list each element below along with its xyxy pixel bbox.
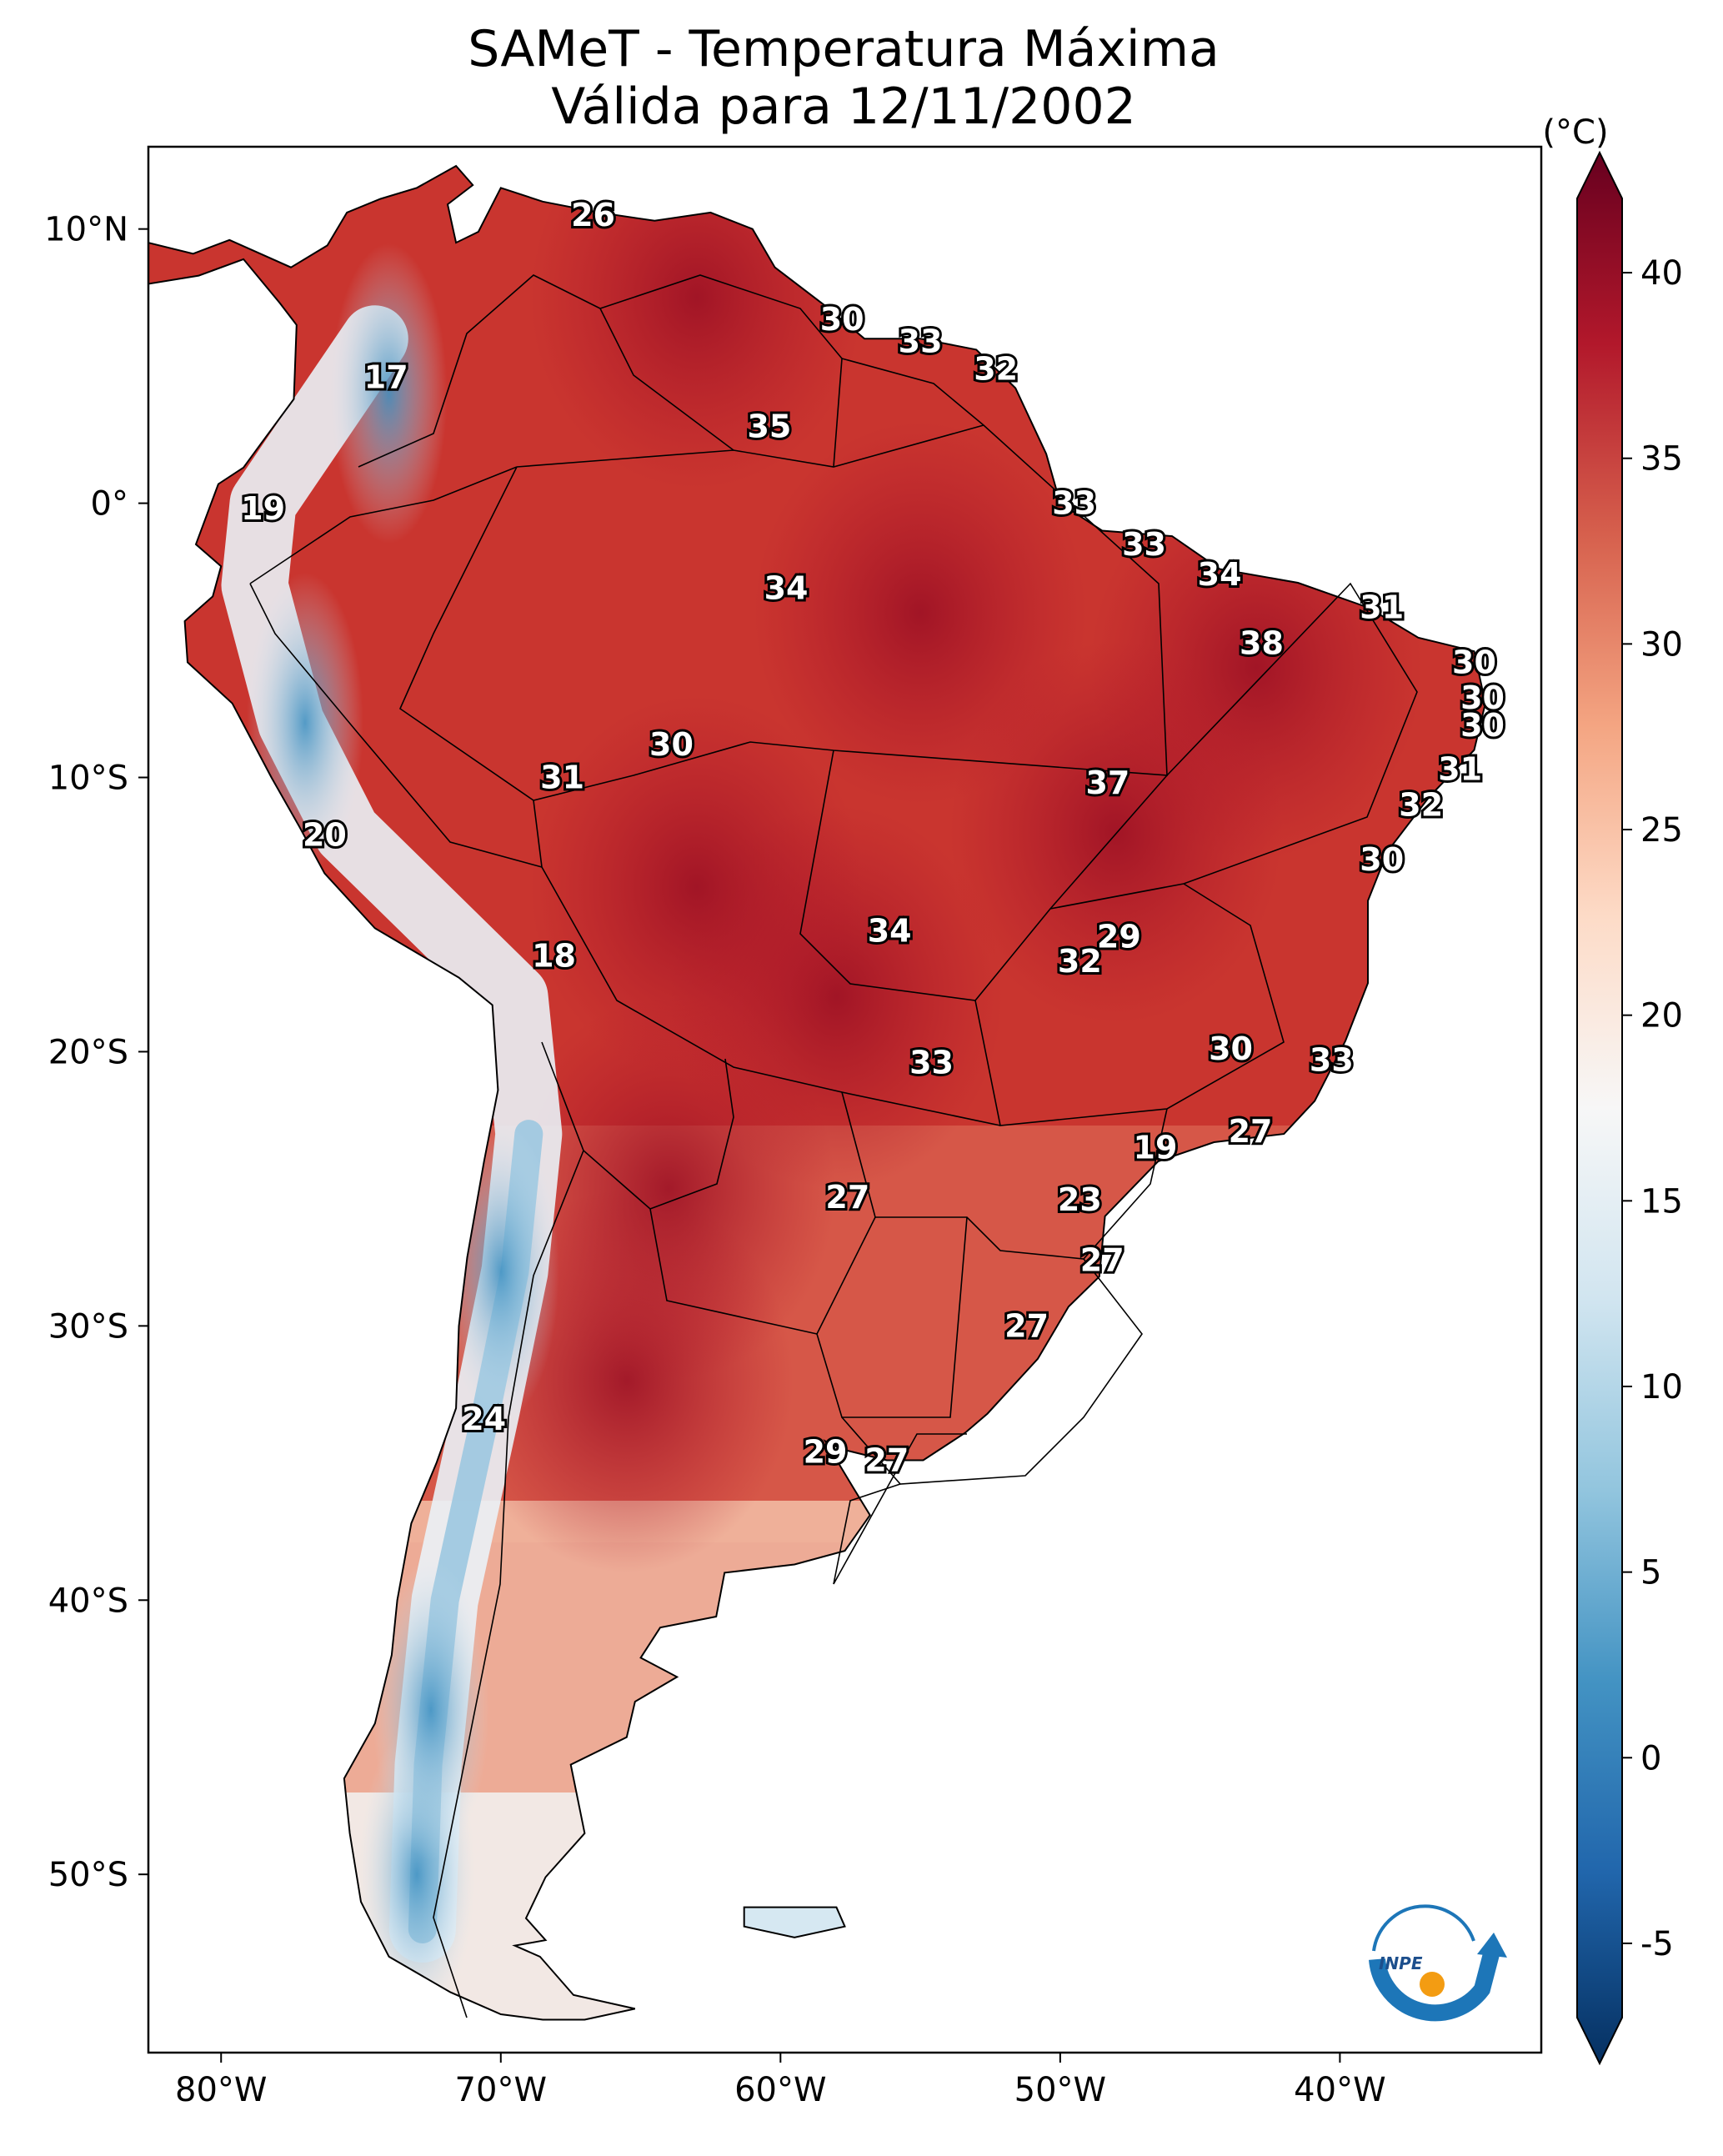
temperature-label: 34 <box>764 570 809 607</box>
temperature-label: 32 <box>1399 786 1443 823</box>
temperature-label: 30 <box>1360 841 1404 878</box>
lon-tick-label: 80°W <box>175 2071 267 2109</box>
lat-tick-label: 10°S <box>48 760 128 798</box>
colorbar: -5 0 5 10 15 20 25 30 35 40 (°C) <box>1542 113 1683 2066</box>
lon-tick-label: 50°W <box>1014 2071 1106 2109</box>
lat-tick-label: 10°N <box>44 211 128 249</box>
colorbar-body <box>1576 150 1623 2066</box>
temperature-label: 23 <box>1058 1181 1102 1218</box>
colorbar-tick-label: 30 <box>1640 625 1683 664</box>
colorbar-unit: (°C) <box>1542 113 1608 152</box>
temperature-label: 33 <box>1310 1041 1354 1078</box>
temperature-label: 26 <box>571 197 615 233</box>
lat-tick-label: 0° <box>91 485 128 524</box>
logo-arrow-icon <box>1477 1933 1507 1958</box>
logo-sun-icon <box>1420 1972 1445 1997</box>
lat-tick-label: 20°S <box>48 1033 128 1071</box>
inpe-logo: INPE <box>1369 1904 1507 2022</box>
cold-zone <box>330 243 448 544</box>
temperature-label: 38 <box>1240 624 1284 661</box>
temperature-label: 27 <box>864 1442 909 1479</box>
logo-arc-icon <box>1372 1904 1475 1952</box>
falkland-islands <box>743 1906 846 1938</box>
colorbar-tick-label: 40 <box>1640 254 1683 293</box>
colorbar-tick-label: 5 <box>1640 1554 1661 1592</box>
chart-title: SAMeT - Temperatura Máxima <box>468 20 1220 78</box>
temperature-label: 31 <box>540 760 584 796</box>
temperature-label: 29 <box>804 1434 848 1471</box>
colorbar-tick-label: -5 <box>1640 1925 1674 1963</box>
temperature-label: 29 <box>1097 918 1141 955</box>
colorbar-tick-label: 15 <box>1640 1182 1683 1221</box>
temperature-label: 33 <box>899 323 943 360</box>
lon-tick-label: 40°W <box>1294 2071 1385 2109</box>
lat-tick-label: 50°S <box>48 1856 128 1894</box>
temperature-label: 30 <box>820 301 864 338</box>
colorbar-tick-label: 20 <box>1640 997 1683 1035</box>
lat-tick-label: 30°S <box>48 1307 128 1346</box>
temperature-label: 20 <box>303 817 347 854</box>
chart-subtitle: Válida para 12/11/2002 <box>551 78 1136 136</box>
colorbar-tick-label: 10 <box>1640 1368 1683 1406</box>
political-borders <box>249 274 1418 2018</box>
temperature-label: 32 <box>1058 943 1102 980</box>
logo-swoosh-icon <box>1369 1948 1500 2022</box>
coastline <box>148 164 1486 2021</box>
temperature-label: 37 <box>1085 765 1129 801</box>
temperature-label: 30 <box>1460 707 1505 744</box>
temperature-label: 33 <box>909 1045 954 1081</box>
temperature-label: 18 <box>532 937 576 974</box>
heat-zone <box>949 640 1283 1025</box>
temperature-label: 30 <box>1460 679 1505 716</box>
temperature-label: 33 <box>1122 526 1166 563</box>
lat-tick-label: 40°S <box>48 1582 128 1620</box>
temperature-label: 31 <box>1360 589 1404 626</box>
temperature-label: 33 <box>1052 485 1096 522</box>
temperature-label: 30 <box>649 726 694 763</box>
temperature-label: 24 <box>462 1401 506 1437</box>
temperature-label: 27 <box>1004 1307 1049 1344</box>
temperature-label: 34 <box>868 913 912 950</box>
temperature-label: 19 <box>1134 1130 1178 1166</box>
temperature-label: 19 <box>241 490 285 527</box>
temperature-label: 30 <box>1452 644 1496 680</box>
lon-tick-label: 70°W <box>455 2071 547 2109</box>
colorbar-tick-label: 0 <box>1640 1739 1661 1777</box>
temperature-label: 31 <box>1438 751 1482 788</box>
heat-zone <box>529 695 864 1080</box>
colorbar-tick-label: 25 <box>1640 811 1683 850</box>
temperature-label: 30 <box>1209 1030 1253 1067</box>
temperature-label: 35 <box>747 408 791 444</box>
colorbar-tick-label: 35 <box>1640 440 1683 479</box>
temperature-label: 27 <box>1080 1241 1124 1278</box>
temperature-label: 27 <box>1229 1113 1273 1150</box>
logo-text: INPE <box>1379 1953 1423 1973</box>
axes-frame <box>147 145 1543 2054</box>
temperature-label: 32 <box>974 350 1018 387</box>
lon-tick-label: 60°W <box>734 2071 826 2109</box>
temperature-label: 17 <box>364 358 408 395</box>
temperature-label: 27 <box>825 1179 869 1216</box>
temperature-label: 34 <box>1198 556 1242 593</box>
